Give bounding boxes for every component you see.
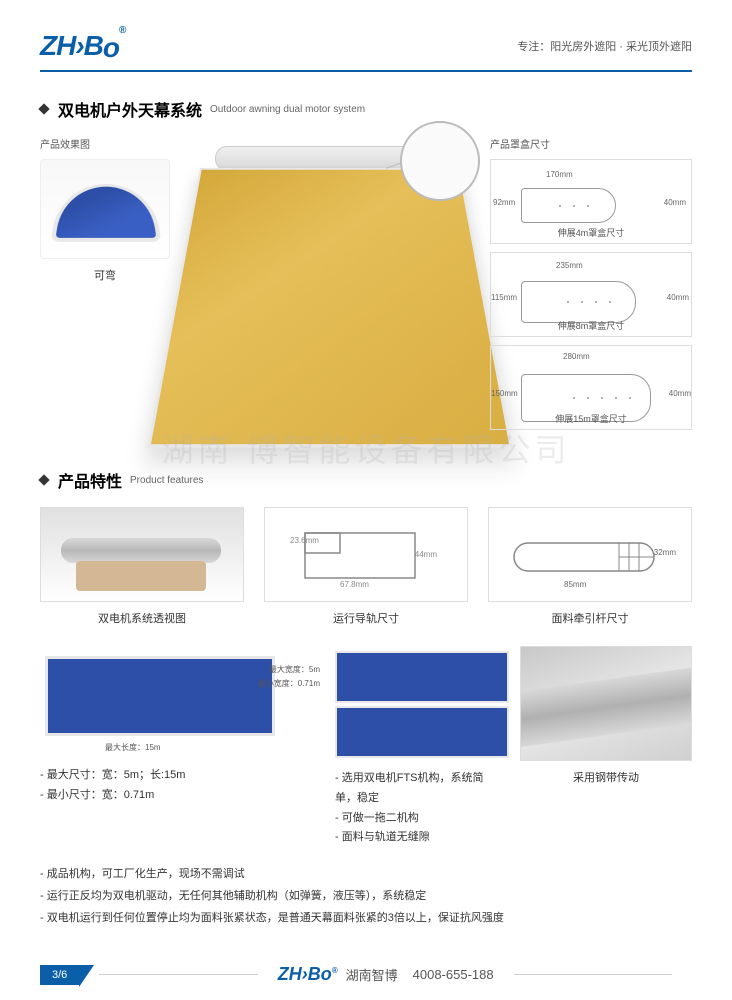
cover-box-3: 280mm 150mm 40mm 伸展15m罩盒尺寸 bbox=[490, 345, 692, 430]
feature3-caption: 面料牵引杆尺寸 bbox=[488, 610, 692, 626]
size-row: 最大宽度：5m 最小宽度：0.71m 最大长度：15m - 最大尺寸：宽：5m；… bbox=[40, 646, 692, 848]
page-header: ZH›Bo® 专注：阳光房外遮阳 · 采光顶外遮阳 bbox=[40, 30, 692, 72]
section2-title: 产品特性 Product features bbox=[40, 468, 692, 492]
steel-belt-caption: 采用钢带传动 bbox=[520, 769, 692, 785]
section1-title: 双电机户外天幕系统 Outdoor awning dual motor syst… bbox=[40, 97, 692, 121]
footer-company: 湖南智博 bbox=[346, 965, 398, 984]
bendable-label: 可弯 bbox=[40, 267, 170, 283]
header-tagline: 专注：阳光房外遮阳 · 采光顶外遮阳 bbox=[517, 38, 692, 54]
effect-diagram-row: 产品效果图 可弯 产品罩盒尺寸 170mm 92mm 40mm 伸展4m罩盒尺寸 bbox=[40, 136, 692, 438]
cover-box-1: 170mm 92mm 40mm 伸展4m罩盒尺寸 bbox=[490, 159, 692, 244]
section1-title-text: 双电机户外天幕系统 bbox=[58, 97, 202, 121]
steel-belt-photo bbox=[520, 646, 692, 761]
track-profile-diagram: 23.6mm 44mm 67.8mm bbox=[264, 507, 468, 602]
bar-profile-diagram: 32mm 85mm bbox=[488, 507, 692, 602]
dual-panel-diagram bbox=[335, 646, 505, 761]
page-footer: 3/6 ZH›Bo® 湖南智博 4008-655-188 bbox=[0, 964, 732, 985]
diamond-icon bbox=[38, 474, 49, 485]
logo: ZH›Bo® bbox=[40, 30, 125, 62]
page-number: 3/6 bbox=[40, 965, 79, 985]
size-specs: - 最大尺寸：宽：5m；长:15m - 最小尺寸：宽：0.71m bbox=[40, 766, 320, 806]
bendable-diagram bbox=[40, 159, 170, 259]
features-row: 双电机系统透视图 23.6mm 44mm 67.8mm 运行导轨尺寸 bbox=[40, 507, 692, 626]
diamond-icon bbox=[38, 103, 49, 114]
mid-specs: - 选用双电机FTS机构，系统简单，稳定 - 可做一拖二机构 - 面料与轨道无缝… bbox=[335, 769, 505, 848]
footer-phone: 4008-655-188 bbox=[413, 967, 494, 982]
effect-label: 产品效果图 bbox=[40, 136, 170, 151]
footer-logo: ZH›Bo® bbox=[278, 964, 338, 985]
cover-dims-label: 产品罩盒尺寸 bbox=[490, 136, 692, 151]
roller-perspective-diagram bbox=[40, 507, 244, 602]
size-diagram: 最大宽度：5m 最小宽度：0.71m 最大长度：15m bbox=[40, 646, 320, 761]
section1-subtitle: Outdoor awning dual motor system bbox=[210, 104, 365, 115]
section2-subtitle: Product features bbox=[130, 475, 203, 486]
main-awning-diagram bbox=[185, 136, 475, 438]
feature2-caption: 运行导轨尺寸 bbox=[264, 610, 468, 626]
feature-bullets: - 成品机构，可工厂化生产，现场不需调试 - 运行正反均为双电机驱动，无任何其他… bbox=[40, 863, 692, 929]
section2-title-text: 产品特性 bbox=[58, 468, 122, 492]
cover-box-2: 235mm 115mm 40mm 伸展8m罩盒尺寸 bbox=[490, 252, 692, 337]
feature1-caption: 双电机系统透视图 bbox=[40, 610, 244, 626]
